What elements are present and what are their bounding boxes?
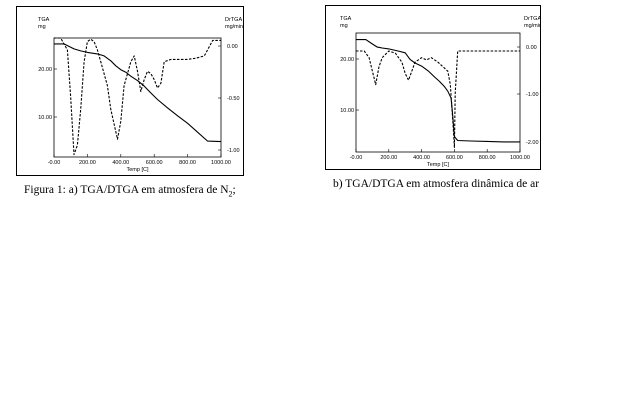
tga-chart-panel-a: TGA mg DrTGA mg/min Temp [C] -0.00 200.00 400.0… <box>16 6 244 176</box>
left-y-tick-label: 20.00 <box>38 67 52 73</box>
right-y-tick-label: -0.50 <box>227 96 240 102</box>
tga-mass-curve <box>356 39 520 143</box>
dtga-rate-curve <box>54 37 221 156</box>
left-axis-title: TGA <box>340 16 352 22</box>
x-tick-label: 800.00 <box>479 155 496 161</box>
x-tick-label: 400.00 <box>413 155 430 161</box>
left-y-tick-label: 10.00 <box>340 108 354 114</box>
x-tick-label: 800.00 <box>179 160 196 166</box>
right-y-tick-label: 0.00 <box>227 44 238 50</box>
x-tick-label: 200.00 <box>79 160 96 166</box>
right-axis-unit: mg/min <box>225 24 243 30</box>
x-axis-title: Temp [C] <box>126 167 148 173</box>
figure-caption-a: Figura 1: a) TGA/DTGA em atmosfera de N2… <box>24 184 236 198</box>
right-y-tick-label: -2.00 <box>526 140 539 146</box>
caption-a-suffix: ; <box>232 184 236 196</box>
right-axis-title: DrTGA <box>225 17 242 23</box>
left-y-tick-label: 20.00 <box>340 57 354 63</box>
tga-mass-curve <box>54 43 222 143</box>
x-tick-label: 200.00 <box>380 155 397 161</box>
caption-a-subscript: 2 <box>228 189 233 199</box>
caption-a-text: Figura 1: a) TGA/DTGA em atmosfera de N <box>24 184 229 196</box>
x-axis-title: Temp [C] <box>427 162 449 168</box>
figure-caption-b: b) TGA/DTGA em atmosfera dinâmica de ar <box>333 178 540 190</box>
plot-frame <box>355 32 521 153</box>
left-axis-unit: mg <box>38 24 46 30</box>
x-tick-label: 1000.00 <box>211 160 231 166</box>
right-y-tick-label: 0.00 <box>526 45 537 51</box>
dtga-rate-curve <box>356 50 520 149</box>
x-tick-label: 600.00 <box>146 160 163 166</box>
x-tick-label: 1000.00 <box>510 155 530 161</box>
x-tick-label: 600.00 <box>446 155 463 161</box>
x-tick-label: -0.00 <box>48 160 61 166</box>
right-y-tick-label: -1.00 <box>526 92 539 98</box>
plot-frame <box>53 37 222 158</box>
left-axis-title: TGA <box>38 17 50 23</box>
right-axis-title: DrTGA <box>524 16 540 22</box>
x-tick-label: 400.00 <box>112 160 129 166</box>
x-tick-label: -0.00 <box>350 155 363 161</box>
right-axis-unit: mg/min <box>524 23 540 29</box>
right-y-tick-label: -1.00 <box>227 148 240 154</box>
left-axis-unit: mg <box>340 23 348 29</box>
left-y-tick-label: 10.00 <box>38 115 52 121</box>
